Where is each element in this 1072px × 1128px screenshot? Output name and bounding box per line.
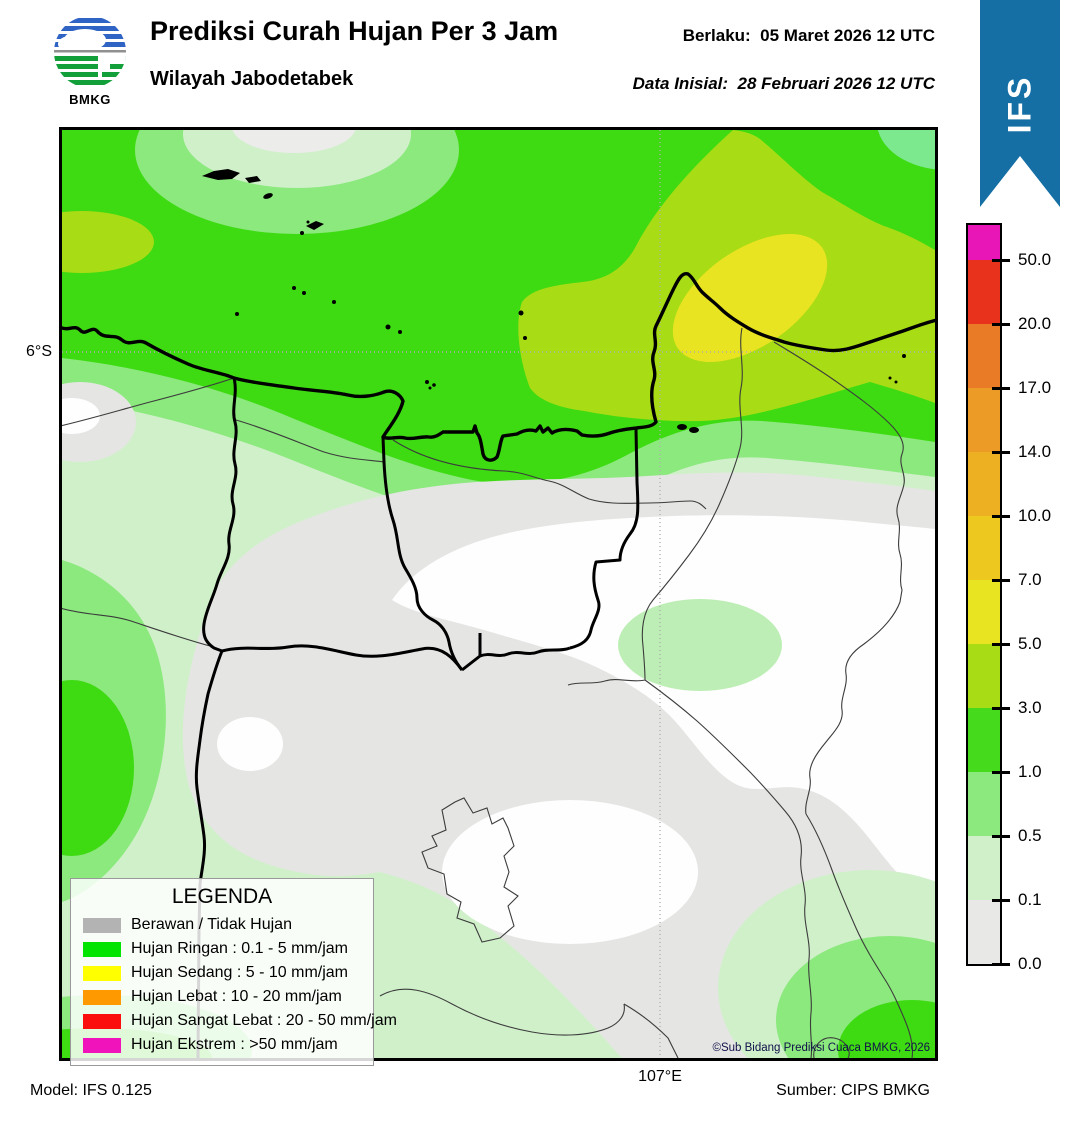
legend-item-2: Hujan Sedang : 5 - 10 mm/jam	[71, 961, 373, 985]
legend-item-4: Hujan Sangat Lebat : 20 - 50 mm/jam	[71, 1009, 397, 1033]
colorbar-tick-label: 0.0	[1018, 954, 1042, 973]
legend-item-label: Hujan Sedang : 5 - 10 mm/jam	[131, 964, 348, 981]
colorbar-tick-label: 7.0	[1018, 570, 1042, 589]
colorbar-band-14-17	[968, 388, 1000, 452]
contour-pale-cell-east	[618, 599, 782, 691]
colorbar-tick-label: 50.0	[1018, 250, 1052, 269]
contour-yellow-cell	[672, 234, 828, 362]
colorbar-band-1-3	[968, 708, 1000, 772]
colorbar-tick-label: 0.1	[1018, 890, 1042, 909]
colorbar-tick-mark	[992, 771, 1010, 774]
legend-item-3: Hujan Lebat : 10 - 20 mm/jam	[71, 985, 373, 1009]
colorbar-band-0-0.1	[968, 900, 1000, 964]
bmkg-logo-text: BMKG	[69, 92, 111, 107]
legend-swatch-icon	[83, 1013, 121, 1029]
legend-box: LEGENDA Berawan / Tidak Hujan Hujan Ringa…	[70, 878, 397, 1066]
coastline	[59, 272, 938, 462]
source-label: Sumber: CIPS BMKG	[776, 1082, 930, 1099]
colorbar-tick-mark	[992, 323, 1010, 326]
colorbar-tick-mark	[992, 835, 1010, 838]
init-time: Data Inisial: 28 Februari 2026 12 UTC	[633, 74, 935, 94]
colorbar-tick-label: 0.5	[1018, 826, 1042, 845]
colorbar-tick-mark	[992, 579, 1010, 582]
contour-white-cell-south	[442, 800, 698, 944]
colorbar: 50.0 20.0 17.0 14.0 10.0 7.0 5.0 3.0 1.0 0.5 0.1 0.…	[966, 223, 1072, 983]
colorbar-tick-mark	[992, 451, 1010, 454]
colorbar-band-0.1-0.5	[968, 836, 1000, 900]
contour-white-region	[392, 515, 935, 902]
longitude-label: 107°E	[638, 1068, 682, 1085]
legend-item-label: Hujan Lebat : 10 - 20 mm/jam	[131, 988, 342, 1005]
bmkg-logo-icon	[52, 14, 128, 95]
colorbar-tick-label: 3.0	[1018, 698, 1042, 717]
legend-item-label: Hujan Sangat Lebat : 20 - 50 mm/jam	[131, 1012, 397, 1029]
ribbon-label: IFS	[1001, 75, 1037, 134]
colorbar-tick-mark	[992, 387, 1010, 390]
admin-boundaries-thick	[194, 377, 640, 1059]
legend-title: LEGENDA	[171, 885, 273, 908]
legend-item-label: Hujan Ringan : 0.1 - 5 mm/jam	[131, 940, 348, 957]
legend-item-5: Hujan Ekstrem : >50 mm/jam	[71, 1033, 373, 1057]
legend-item-0: Berawan / Tidak Hujan	[71, 913, 373, 937]
init-value: 28 Februari 2026 12 UTC	[737, 74, 935, 93]
legend-rows: Berawan / Tidak Hujan Hujan Ringan : 0.1 …	[71, 913, 397, 1057]
legend-item-label: Berawan / Tidak Hujan	[131, 916, 292, 933]
colorbar-band-10-14	[968, 452, 1000, 516]
colorbar-band-5-7	[968, 580, 1000, 644]
colorbar-tick-mark	[992, 899, 1010, 902]
colorbar-tick-label: 10.0	[1018, 506, 1052, 525]
latitude-label: 6°S	[26, 343, 52, 360]
colorbar-tick-label: 17.0	[1018, 378, 1052, 397]
legend-swatch-icon	[83, 989, 121, 1005]
valid-time: Berlaku: 05 Maret 2026 12 UTC	[683, 26, 935, 46]
colorbar-band-20-50	[968, 260, 1000, 324]
colorbar-band-0.5-1	[968, 772, 1000, 836]
map-copyright: ©Sub Bidang Prediksi Cuaca BMKG, 2026	[712, 1042, 930, 1054]
colorbar-band-3-5	[968, 644, 1000, 708]
colorbar-bands	[966, 223, 1002, 966]
colorbar-tick-label: 5.0	[1018, 634, 1042, 653]
page-title: Prediksi Curah Hujan Per 3 Jam	[150, 16, 559, 46]
legend-swatch-icon	[83, 1037, 121, 1053]
admin-boundaries-thin	[59, 327, 914, 1059]
legend-item-label: Hujan Ekstrem : >50 mm/jam	[131, 1036, 338, 1053]
colorbar-tick-mark	[992, 259, 1010, 262]
legend-swatch-icon	[83, 917, 121, 933]
colorbar-band-17-20	[968, 324, 1000, 388]
page-subtitle: Wilayah Jabodetabek	[150, 68, 354, 90]
model-label: Model: IFS 0.125	[30, 1082, 152, 1099]
legend-swatch-icon	[83, 941, 121, 957]
valid-label: Berlaku:	[682, 26, 751, 45]
rainfall-map: ©Sub Bidang Prediksi Cuaca BMKG, 2026 LE…	[0, 66, 1022, 1106]
contour-white-cell-west	[217, 717, 283, 771]
legend-item-1: Hujan Ringan : 0.1 - 5 mm/jam	[71, 937, 373, 961]
colorbar-tick-label: 14.0	[1018, 442, 1052, 461]
valid-value: 05 Maret 2026 12 UTC	[760, 26, 935, 45]
colorbar-tick-mark	[992, 643, 1010, 646]
model-ribbon: IFS	[980, 0, 1060, 210]
colorbar-band-7-10	[968, 516, 1000, 580]
colorbar-tick-label: 20.0	[1018, 314, 1052, 333]
colorbar-band-gt50	[968, 225, 1000, 260]
islands	[202, 169, 906, 433]
colorbar-tick-label: 1.0	[1018, 762, 1042, 781]
legend-swatch-icon	[83, 965, 121, 981]
init-label: Data Inisial:	[632, 74, 729, 93]
ribbon-pennant-icon	[980, 0, 1060, 207]
colorbar-tick-mark	[992, 963, 1010, 966]
colorbar-tick-mark	[992, 707, 1010, 710]
colorbar-tick-mark	[992, 515, 1010, 518]
